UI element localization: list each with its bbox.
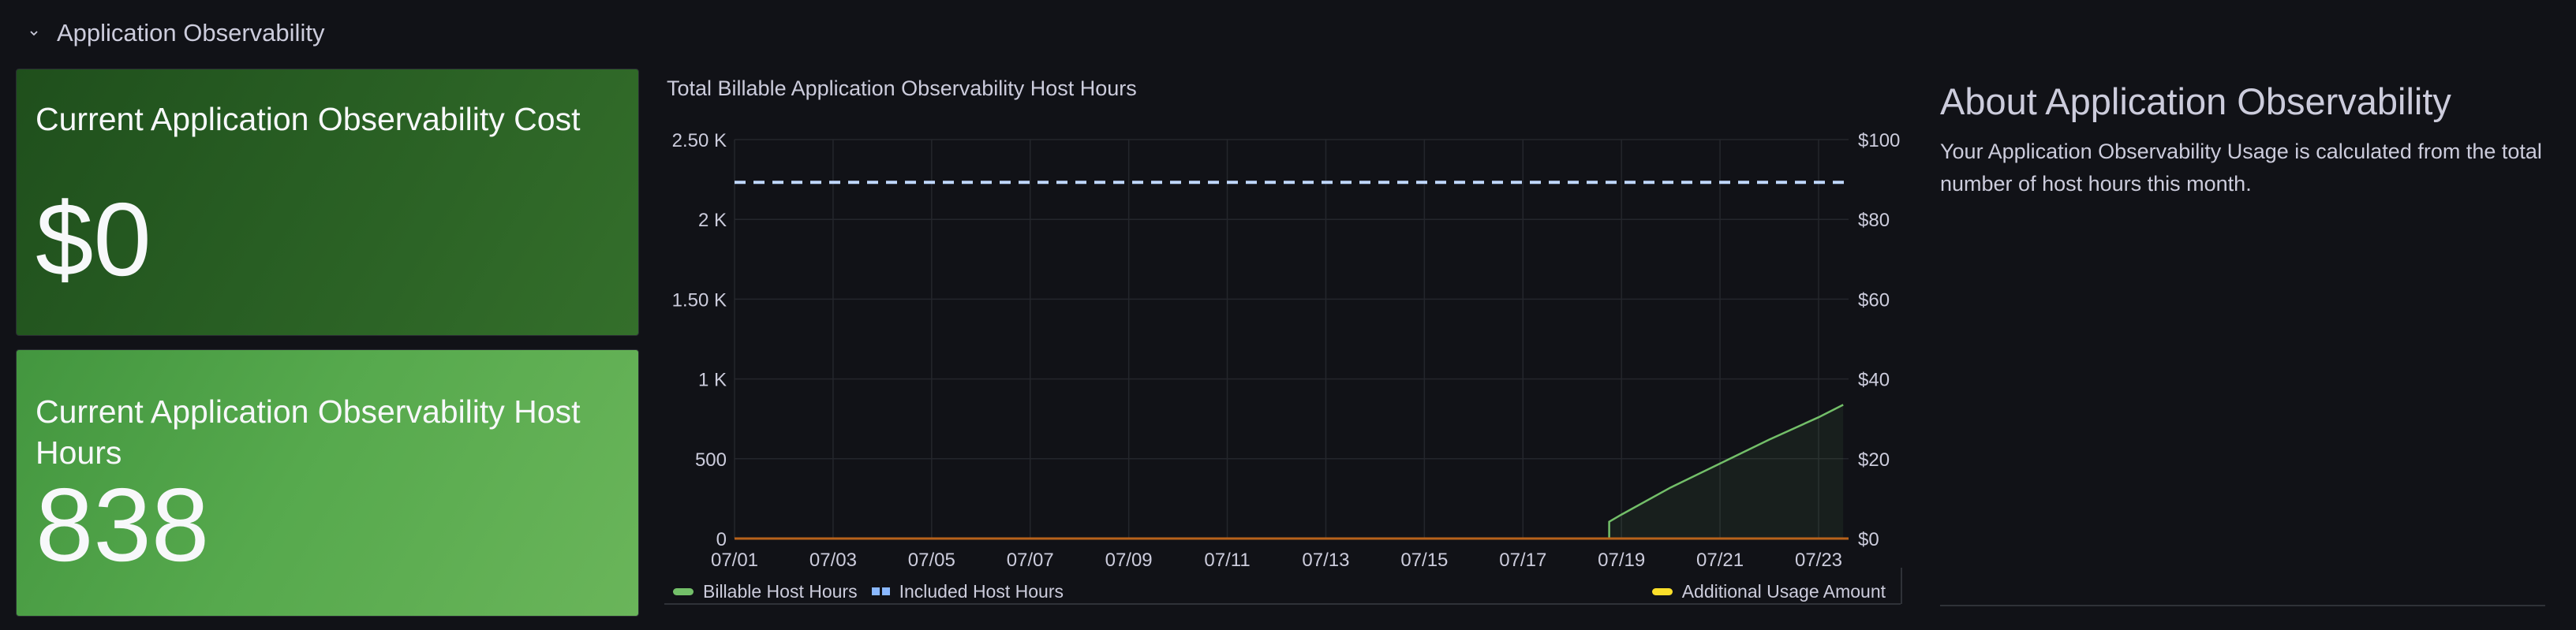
timeseries-panel[interactable]: Total Billable Application Observability…	[667, 69, 1901, 621]
stat-panel-host-hours[interactable]: Current Application Observability Host H…	[16, 349, 639, 617]
x-axis-tick: 07/19	[1598, 550, 1645, 571]
panel-title: Total Billable Application Observability…	[667, 76, 1137, 100]
y-axis-tick-right: $80	[1858, 210, 1890, 231]
y-axis-tick-right: $40	[1858, 370, 1890, 391]
y-axis-tick-right: $20	[1858, 449, 1890, 471]
legend-divider	[664, 603, 1901, 605]
x-axis-tick: 07/23	[1795, 550, 1842, 571]
legend-item-included[interactable]: Included Host Hours	[871, 580, 1064, 602]
stat-panel-cost[interactable]: Current Application Observability Cost $…	[16, 69, 639, 336]
y-axis-tick-left: 2 K	[698, 210, 727, 231]
legend-item-billable[interactable]: Billable Host Hours	[673, 581, 858, 602]
about-body: Your Application Observability Usage is …	[1940, 140, 2542, 196]
stat-label: Current Application Observability Host H…	[36, 393, 581, 471]
legend-swatch-icon	[673, 587, 694, 595]
row-title: Application Observability	[57, 19, 325, 47]
legend-label: Billable Host Hours	[703, 580, 858, 602]
billable-host-hours-line	[735, 404, 1844, 540]
legend-swatch-icon	[1651, 587, 1673, 595]
x-axis-tick: 07/17	[1499, 550, 1546, 571]
y-axis-tick-left: 2.50 K	[672, 130, 727, 151]
y-axis-tick-left: 1 K	[698, 370, 727, 391]
y-axis-tick-right: $0	[1858, 529, 1879, 550]
y-axis-tick-right: $60	[1858, 289, 1890, 311]
chart-legend: Billable Host Hours Included Host Hours …	[673, 573, 1900, 609]
y-axis-tick-left: 500	[695, 449, 727, 471]
x-axis-tick: 07/07	[1007, 550, 1054, 571]
legend-dash-swatch-icon	[871, 587, 890, 595]
y-axis-tick-left: 0	[716, 529, 727, 550]
timeseries-chart[interactable]: 0 $0 500 $20 1 K $40 1.50 K $60 2 K $80 2.50 K $100…	[667, 69, 1901, 573]
chevron-down-icon[interactable]	[28, 28, 39, 39]
y-axis-tick-left: 1.50 K	[672, 289, 727, 311]
legend-divider	[1901, 568, 1902, 604]
stat-label: Current Application Observability Cost	[36, 101, 581, 137]
x-axis-tick: 07/05	[908, 550, 955, 571]
about-panel: About Application Observability Your App…	[1940, 79, 2555, 200]
legend-label: Included Host Hours	[899, 580, 1064, 602]
about-title: About Application Observability	[1940, 80, 2451, 122]
stat-value: 838	[36, 467, 210, 583]
legend-item-additional[interactable]: Additional Usage Amount	[1651, 580, 1886, 602]
panel-divider	[1940, 605, 2545, 606]
y-axis-tick-right: $100	[1858, 130, 1900, 151]
stat-value: $0	[36, 181, 151, 297]
x-axis-tick: 07/13	[1302, 550, 1349, 571]
x-axis-tick: 07/09	[1105, 550, 1153, 571]
x-axis-tick: 07/15	[1400, 550, 1448, 571]
legend-label: Additional Usage Amount	[1681, 580, 1886, 602]
x-axis-tick: 07/21	[1696, 550, 1744, 571]
row-header[interactable]: Application Observability	[28, 17, 324, 49]
x-axis-tick: 07/11	[1204, 550, 1250, 571]
x-axis-tick: 07/03	[809, 550, 857, 571]
x-axis-tick: 07/01	[711, 550, 758, 571]
